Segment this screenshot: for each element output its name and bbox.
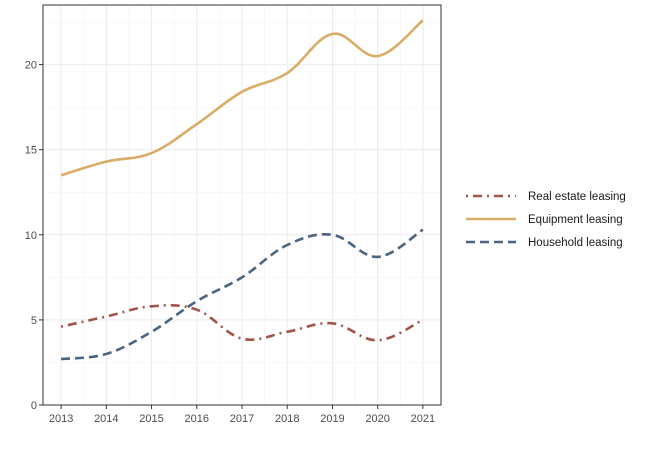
- x-tick-label: 2020: [365, 413, 389, 425]
- x-tick-label: 2015: [139, 413, 163, 425]
- legend-label: Household leasing: [528, 237, 623, 249]
- axes: 0 5 10 15 20 2013 2014 2015 2016 2017 2018 2019 2020…: [25, 60, 435, 425]
- legend-label: Equipment leasing: [528, 214, 623, 226]
- y-tick-label: 15: [25, 145, 37, 157]
- legend: Real estate leasing Equipment leasing Hous…: [466, 191, 626, 249]
- x-tick-label: 2013: [49, 413, 73, 425]
- x-tick-label: 2016: [185, 413, 209, 425]
- series-line-household-leasing: [60, 228, 424, 361]
- series-line-equipment-leasing: [60, 19, 424, 177]
- x-tick-label: 2019: [320, 413, 344, 425]
- y-tick-label: 20: [25, 60, 37, 72]
- y-tick-label: 0: [31, 400, 37, 412]
- x-tick-label: 2021: [411, 413, 435, 425]
- grid-lines: [43, 5, 441, 406]
- x-tick-label: 2014: [94, 413, 118, 425]
- x-tick-label: 2017: [230, 413, 254, 425]
- x-tick-label: 2018: [275, 413, 299, 425]
- y-tick-label: 10: [25, 230, 37, 242]
- series-lines: [60, 19, 424, 361]
- y-tick-label: 5: [31, 315, 37, 327]
- legend-label: Real estate leasing: [528, 191, 626, 203]
